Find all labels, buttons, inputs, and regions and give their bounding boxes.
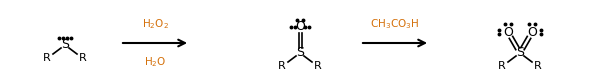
Text: R: R — [498, 61, 506, 71]
Text: H$_2$O$_2$: H$_2$O$_2$ — [142, 17, 169, 31]
Text: CH$_3$CO$_3$H: CH$_3$CO$_3$H — [371, 17, 419, 31]
Text: R: R — [314, 61, 322, 71]
Text: H$_2$O: H$_2$O — [144, 55, 166, 69]
Text: R: R — [43, 53, 51, 63]
Text: O: O — [503, 26, 513, 39]
Text: O: O — [295, 21, 305, 34]
Text: S: S — [516, 46, 524, 60]
Text: S: S — [61, 39, 69, 51]
Text: O: O — [527, 26, 537, 39]
Text: R: R — [534, 61, 542, 71]
Text: S: S — [296, 46, 304, 60]
Text: R: R — [79, 53, 87, 63]
Text: R: R — [278, 61, 286, 71]
